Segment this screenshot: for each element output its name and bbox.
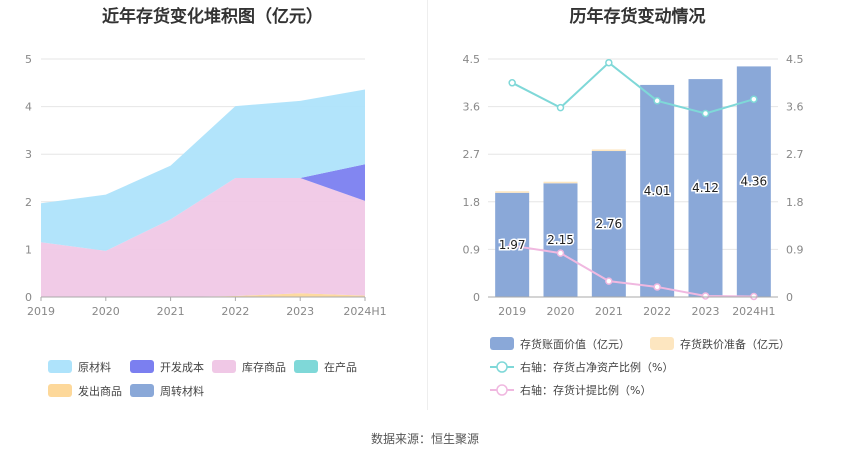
left-x-tick-label: 2023 [286, 305, 314, 318]
left-x-tick-label: 2024H1 [343, 305, 386, 318]
right-y2-tick-label: 3.6 [786, 101, 804, 114]
legend-swatch-impairment [650, 337, 674, 350]
right-y2-tick-label: 2.7 [786, 148, 804, 161]
bar-value-label: 1.97 [499, 238, 526, 252]
point-inventory-ratio [653, 97, 661, 105]
left-x-tick-label: 2022 [221, 305, 249, 318]
left-x-tick-label: 2021 [157, 305, 185, 318]
right-y-tick-label: 0.9 [463, 243, 481, 256]
chart-canvas: 0 1 2 3 4 5 2019 2020 2021 2022 2023 2024H1 原材料 开发成本 库… [25, 53, 804, 398]
right-y-tick-label: 3.6 [463, 101, 481, 114]
right-y2-tick-label: 4.5 [786, 53, 804, 66]
bar-value-label: 4.01 [644, 184, 671, 198]
legend-swatch-inventory [490, 337, 514, 350]
bar-impairment [543, 181, 578, 184]
area-dev_cost [41, 164, 365, 251]
left-chart-title: 近年存货变化堆积图（亿元） [102, 7, 323, 27]
right-y-tick-label: 1.8 [463, 196, 481, 209]
legend-label-goods_in_stock: 库存商品 [242, 360, 286, 374]
right-y2-tick-label: 0.9 [786, 243, 804, 256]
bar-value-label: 2.15 [547, 233, 574, 247]
bar-inventory [591, 151, 626, 297]
point-provision-ratio [653, 283, 661, 291]
area-goods_in_stock [41, 178, 365, 297]
legend-swatch-goods_in_stock [212, 360, 236, 373]
legend-swatch-dev_cost [130, 360, 154, 373]
legend-label-raw_material: 原材料 [78, 360, 111, 374]
right-x-tick-label: 2019 [498, 305, 526, 318]
legend-label-provision-ratio: 右轴：存货计提比例（%） [520, 383, 651, 397]
bar-inventory [640, 84, 675, 297]
legend-marker-inventory-ratio [496, 361, 508, 373]
left-y-tick-label: 0 [25, 291, 32, 304]
bar-inventory [736, 66, 771, 297]
left-x-tick-label: 2020 [92, 305, 120, 318]
data-source-note: 数据来源：恒生聚源 [370, 432, 479, 446]
legend-label-wip: 在产品 [324, 360, 357, 374]
point-inventory-ratio [508, 79, 516, 87]
left-y-tick-label: 4 [25, 101, 32, 114]
right-y-tick-label: 4.5 [463, 53, 481, 66]
legend-swatch-goods_shipped [48, 384, 72, 397]
left-y-tick-label: 3 [25, 148, 32, 161]
bar-impairment [495, 191, 530, 193]
point-provision-ratio [556, 249, 565, 257]
area-raw_material [41, 89, 365, 251]
point-provision-ratio [701, 292, 710, 300]
bar-impairment [591, 149, 626, 152]
point-provision-ratio [750, 292, 758, 301]
left-y-tick-label: 2 [25, 196, 32, 209]
legend-swatch-raw_material [48, 360, 72, 373]
right-y-tick-label: 2.7 [463, 148, 481, 161]
legend-swatch-wip [294, 360, 318, 373]
legend-label-inventory: 存货账面价值（亿元） [520, 337, 630, 351]
right-y2-tick-label: 1.8 [786, 196, 804, 209]
bar-inventory [543, 183, 578, 297]
legend-marker-provision-ratio [496, 384, 508, 396]
left-y-tick-label: 1 [25, 243, 32, 256]
right-x-tick-label: 2020 [547, 305, 575, 318]
right-chart-title: 历年存货变动情况 [569, 7, 706, 27]
bar-value-label: 2.76 [595, 217, 622, 231]
right-x-tick-label: 2022 [643, 305, 671, 318]
point-provision-ratio [605, 277, 613, 285]
legend-label-inventory-ratio: 右轴：存货占净资产比例（%） [520, 360, 673, 374]
right-x-tick-label: 2021 [595, 305, 623, 318]
left-y-tick-label: 5 [25, 53, 32, 66]
left-x-tick-label: 2019 [27, 305, 55, 318]
bar-value-label: 4.36 [740, 175, 767, 189]
legend-label-goods_shipped: 发出商品 [78, 384, 122, 398]
legend-swatch-turnover [130, 384, 154, 397]
point-inventory-ratio [605, 58, 613, 67]
point-inventory-ratio [556, 103, 565, 112]
point-inventory-ratio [701, 109, 710, 118]
right-x-tick-label: 2024H1 [732, 305, 775, 318]
line-provision-ratio [512, 244, 754, 298]
bar-value-label: 4.12 [692, 181, 719, 195]
right-y-tick-label: 0 [473, 291, 480, 304]
right-x-tick-label: 2023 [692, 305, 720, 318]
chart-divider [427, 0, 428, 410]
line-inventory-ratio [511, 61, 755, 115]
legend-label-dev_cost: 开发成本 [160, 360, 204, 374]
legend-label-impairment: 存货跌价准备（亿元） [680, 337, 790, 351]
area-goods_shipped [41, 293, 365, 297]
point-provision-ratio [508, 241, 516, 250]
legend-label-turnover: 周转材料 [160, 384, 204, 398]
right-y2-tick-label: 0 [786, 291, 793, 304]
point-inventory-ratio [750, 95, 758, 103]
